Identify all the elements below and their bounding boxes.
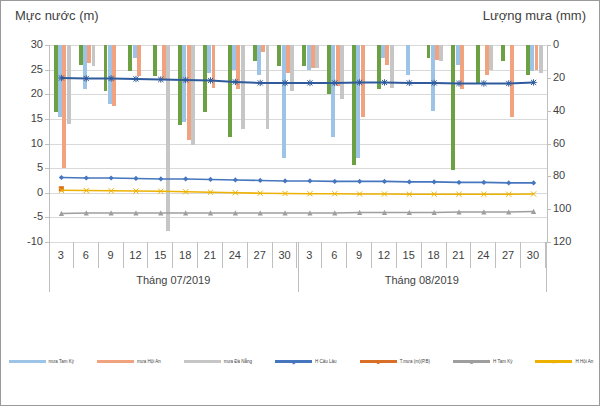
legend-item[interactable]: ✕ H Hội An bbox=[535, 359, 593, 364]
month-separator bbox=[546, 242, 547, 292]
month-separator bbox=[298, 242, 299, 292]
right-axis-tick-label: 40 bbox=[553, 104, 593, 116]
legend-label: mưa Hội An bbox=[137, 359, 161, 364]
legend-item[interactable]: ◆ H Câu Lâu bbox=[275, 359, 337, 364]
right-axis-title: Lượng mưa (mm) bbox=[483, 8, 586, 23]
legend-item[interactable]: mưa Hội An bbox=[97, 359, 161, 364]
date-label: 24 bbox=[223, 242, 248, 268]
legend-label: H Tam Kỳ bbox=[493, 359, 512, 364]
left-axis-tick-label: 10 bbox=[3, 137, 43, 149]
legend-swatch-line bbox=[184, 360, 221, 363]
date-label: 30 bbox=[273, 242, 298, 268]
legend: mưa Hà Lammưa Tam Kỳmưa Hội Anmưa Đà Nẵn… bbox=[1, 359, 599, 364]
month-label: Tháng 08/2019 bbox=[298, 268, 547, 292]
date-label: 21 bbox=[198, 242, 223, 268]
date-label: 18 bbox=[173, 242, 198, 268]
legend-marker-icon: ✕ bbox=[552, 359, 556, 364]
date-label: 27 bbox=[248, 242, 273, 268]
right-axis-tick-label: 0 bbox=[553, 38, 593, 50]
date-label: 24 bbox=[471, 242, 496, 268]
right-axis-tick-label: 20 bbox=[553, 71, 593, 83]
date-label: 6 bbox=[322, 242, 347, 268]
legend-item[interactable]: ▲ H Tam Kỳ bbox=[453, 359, 512, 364]
left-axis-tick-label: 0 bbox=[3, 186, 43, 198]
left-axis-tick-label: 20 bbox=[3, 87, 43, 99]
right-axis-tick-label: 120 bbox=[553, 235, 593, 247]
right-axis-tick-label: 80 bbox=[553, 169, 593, 181]
date-label: 9 bbox=[347, 242, 372, 268]
x-axis: 3691215182124273036912151821242730Tháng … bbox=[49, 242, 546, 294]
legend-swatch-line bbox=[97, 360, 134, 363]
date-label: 30 bbox=[521, 242, 546, 268]
legend-swatch-line: ▲ bbox=[453, 360, 490, 363]
legend-label: H Câu Lâu bbox=[315, 359, 337, 364]
legend-swatch-line: ■ bbox=[360, 360, 397, 363]
date-label: 3 bbox=[297, 242, 322, 268]
legend-item[interactable]: mưa Tam Kỳ bbox=[9, 359, 74, 364]
chart-canvas: Mực nước (m) Lượng mưa (mm) 302520151050… bbox=[0, 0, 600, 406]
left-axis-tick-label: 25 bbox=[3, 63, 43, 75]
legend-swatch-line bbox=[9, 360, 46, 363]
month-label: Tháng 07/2019 bbox=[49, 268, 298, 292]
date-label: 12 bbox=[124, 242, 149, 268]
legend-item[interactable]: mưa Đà Nẵng bbox=[184, 359, 252, 364]
legend-swatch-line: ✕ bbox=[535, 360, 572, 363]
left-axis-tick-label: -5 bbox=[3, 210, 43, 222]
legend-label: mưa Đà Nẵng bbox=[224, 359, 252, 364]
date-label: 9 bbox=[99, 242, 124, 268]
legend-marker-icon: ▲ bbox=[469, 359, 474, 364]
date-label: 21 bbox=[447, 242, 472, 268]
line-layer-front bbox=[49, 45, 546, 242]
legend-item[interactable]: ■ T.mưa (m)(P.B) bbox=[360, 359, 430, 364]
left-axis-tick-label: -10 bbox=[3, 235, 43, 247]
legend-marker-icon: ◆ bbox=[292, 359, 296, 364]
legend-label: T.mưa (m)(P.B) bbox=[400, 359, 430, 364]
line-series bbox=[61, 78, 533, 83]
legend-swatch-line: ◆ bbox=[275, 360, 312, 363]
left-axis-tick-label: 15 bbox=[3, 112, 43, 124]
date-label: 18 bbox=[422, 242, 447, 268]
date-label: 15 bbox=[148, 242, 173, 268]
date-label: 15 bbox=[397, 242, 422, 268]
legend-marker-icon: ■ bbox=[377, 359, 380, 364]
left-axis-title: Mực nước (m) bbox=[15, 8, 99, 23]
date-label: 3 bbox=[49, 242, 74, 268]
right-axis-tick-label: 100 bbox=[553, 202, 593, 214]
legend-label: H Hội An bbox=[575, 359, 593, 364]
month-separator bbox=[49, 242, 50, 292]
date-label: 27 bbox=[496, 242, 521, 268]
left-axis-tick-label: 5 bbox=[3, 161, 43, 173]
right-axis-tick-label: 60 bbox=[553, 137, 593, 149]
date-label: 12 bbox=[372, 242, 397, 268]
date-label: 6 bbox=[74, 242, 99, 268]
left-axis-tick-label: 30 bbox=[3, 38, 43, 50]
legend-label: mưa Tam Kỳ bbox=[49, 359, 74, 364]
